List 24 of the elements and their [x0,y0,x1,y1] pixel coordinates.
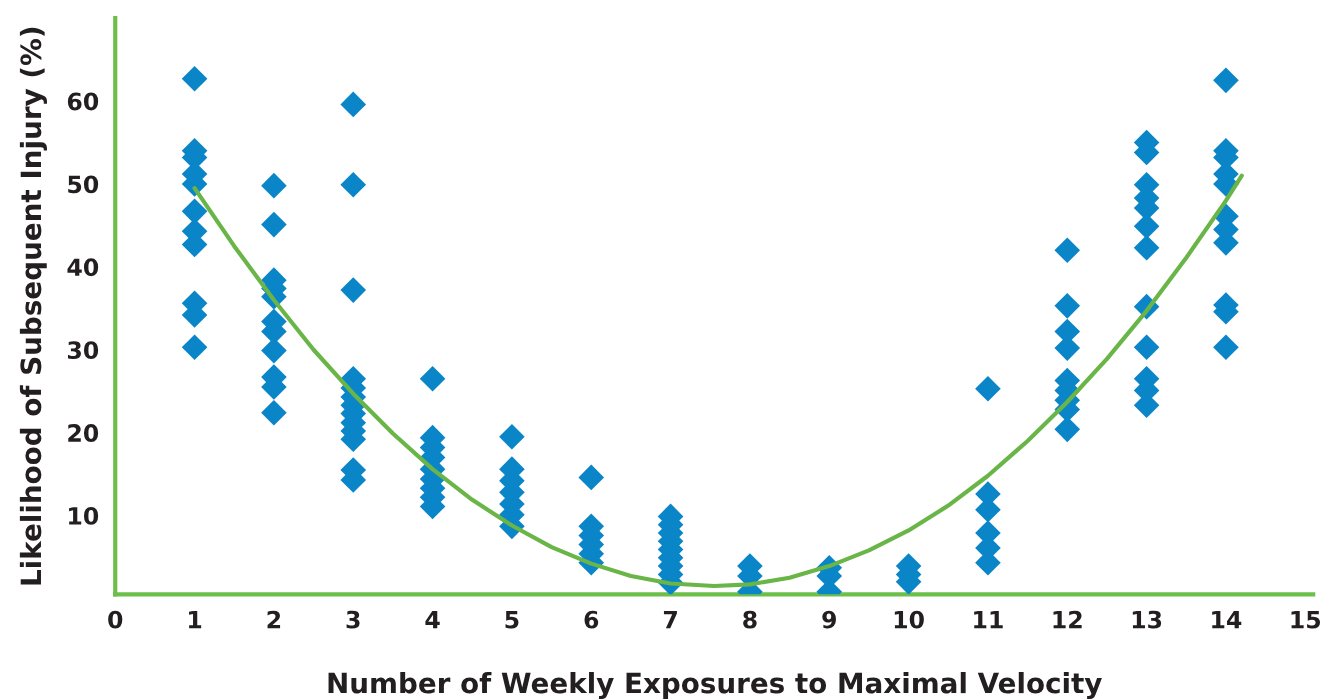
x-tick-label: 0 [108,610,123,629]
x-tick-label: 2 [267,610,281,629]
x-tick-label: 9 [822,610,836,629]
x-tick-label: 13 [1132,610,1162,629]
x-tick-label: 5 [505,611,519,629]
x-tick-label: 1 [189,611,202,629]
y-tick-label: 50 [68,175,99,194]
y-tick-label: 20 [68,424,99,442]
x-tick-label: 7 [663,611,677,629]
y-axis-title: Likelihood of Subsequent Injury (%) [19,27,47,585]
y-tick-label: 60 [67,92,99,111]
x-tick-label: 10 [894,610,924,629]
x-axis-title: Number of Weekly Exposures to Maximal Velocity [328,672,1102,700]
x-tick-label: 12 [1053,610,1082,629]
x-tick-label: 14 [1212,611,1242,629]
y-tick-label: 10 [69,507,99,525]
x-tick-label: 11 [974,611,1003,629]
y-tick-label: 40 [67,258,99,277]
x-tick-label: 8 [743,610,757,629]
x-tick-label: 4 [425,611,440,629]
y-tick-label: 30 [67,341,99,360]
x-tick-label: 3 [346,610,360,629]
x-tick-label: 15 [1291,611,1321,629]
x-tick-label: 6 [584,610,599,629]
